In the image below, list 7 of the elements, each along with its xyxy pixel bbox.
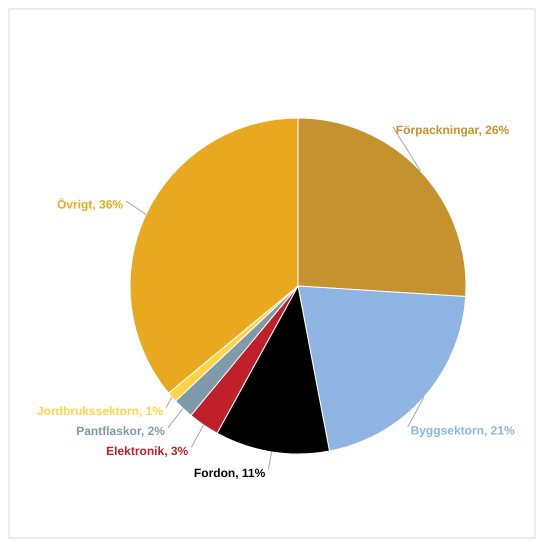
slice-label: Jordbrukssektorn, 1% xyxy=(36,404,164,418)
slice-label: Byggsektorn, 21% xyxy=(410,423,515,438)
slice-label: Fordon, 11% xyxy=(194,466,266,480)
slice-label: Förpackningar, 26% xyxy=(396,122,510,137)
slice-label: Övrigt, 36% xyxy=(57,197,124,212)
slice-label: Elektronik, 3% xyxy=(106,444,189,458)
slice-label: Pantflaskor, 2% xyxy=(76,424,166,438)
